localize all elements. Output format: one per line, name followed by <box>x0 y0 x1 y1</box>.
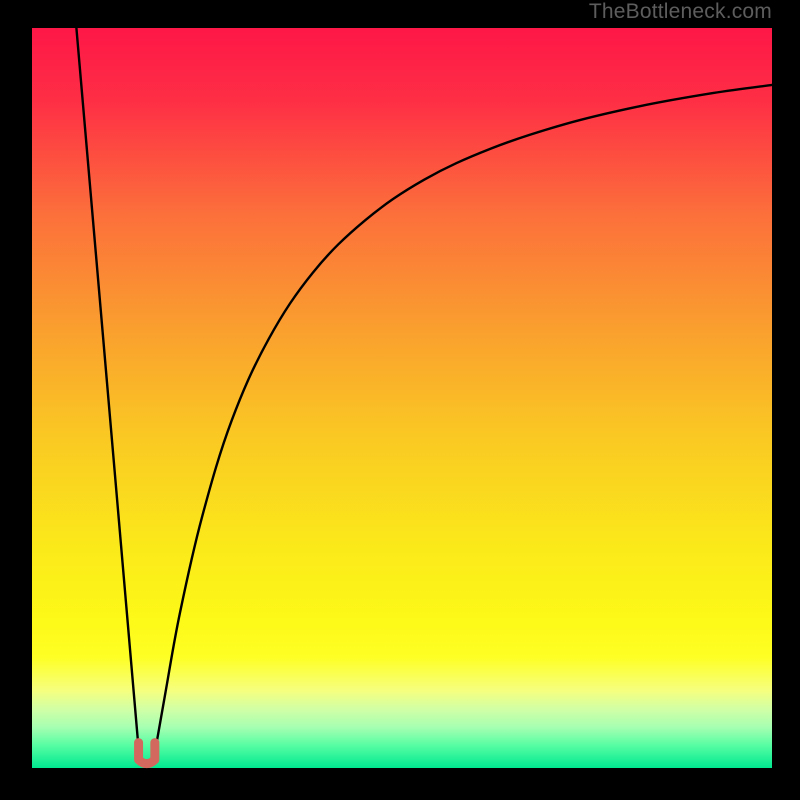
watermark-text: TheBottleneck.com <box>589 0 772 24</box>
dip-marker <box>139 743 155 764</box>
curve-path <box>76 28 772 762</box>
chart-root: TheBottleneck.com <box>0 0 800 800</box>
plot-area <box>32 28 772 768</box>
bottleneck-curve <box>32 28 772 768</box>
